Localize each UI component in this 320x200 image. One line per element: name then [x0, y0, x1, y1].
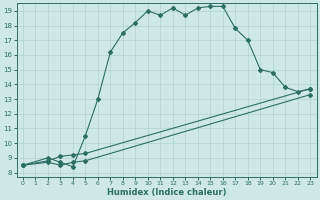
X-axis label: Humidex (Indice chaleur): Humidex (Indice chaleur) [107, 188, 226, 197]
